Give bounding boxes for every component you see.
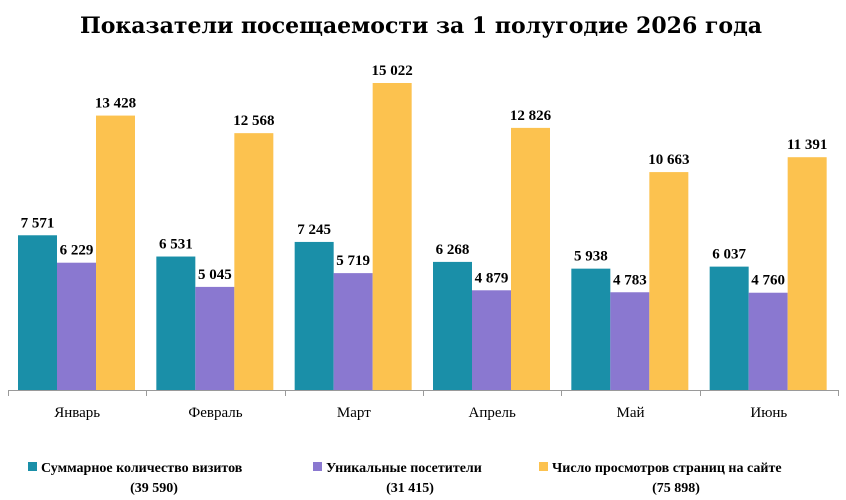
data-label-visits: 7 571 (21, 215, 55, 231)
plot-area: Январь 7 571 6 229 13 428 Февраль 6 531 5 045 1… (8, 63, 839, 421)
legend-entry-unique: Уникальные посетители (31 415) (313, 461, 482, 496)
legend-entry-visits: Суммарное количество визитов (39 590) (28, 461, 243, 496)
data-label-unique: 4 760 (751, 273, 785, 289)
legend-label-visits: Суммарное количество визитов (41, 461, 243, 476)
legend-entry-pageviews: Число просмотров страниц на сайте (75 89… (539, 461, 782, 496)
bar-visits (156, 256, 196, 390)
x-tick-label: Январь (54, 405, 100, 421)
legend-total-unique: (31 415) (386, 481, 434, 496)
bar-pageviews (649, 172, 689, 390)
x-tick-label: Февраль (188, 405, 242, 421)
data-label-visits: 6 037 (712, 247, 746, 263)
chart-title: Показатели посещаемости за 1 полугодие 2… (80, 13, 762, 39)
bar-pageviews (511, 127, 550, 391)
legend-total-pageviews: (75 898) (652, 481, 700, 496)
data-label-pageviews: 11 391 (787, 137, 827, 153)
bar-unique (195, 286, 235, 390)
data-label-pageviews: 10 663 (648, 152, 689, 168)
bar-visits (294, 241, 334, 390)
data-label-pageviews: 13 428 (95, 96, 136, 112)
bar-pageviews (372, 83, 412, 390)
legend-label-pageviews: Число просмотров страниц на сайте (552, 461, 782, 476)
bar-visits (709, 266, 749, 390)
data-label-unique: 5 045 (198, 267, 232, 283)
legend-swatch-pageviews (539, 462, 548, 471)
data-label-unique: 4 783 (613, 272, 647, 288)
legend-swatch-unique (313, 462, 322, 471)
data-label-visits: 7 245 (297, 222, 331, 238)
x-tick-label: Март (337, 405, 371, 421)
bar-visits (433, 261, 472, 390)
x-tick-label: Май (616, 405, 644, 421)
data-label-pageviews: 12 568 (233, 113, 274, 129)
legend: Суммарное количество визитов (39 590) Ун… (28, 461, 782, 496)
bar-pageviews (787, 157, 827, 390)
bar-unique (472, 290, 511, 390)
x-tick-label: Апрель (468, 405, 516, 421)
bar-unique (57, 262, 96, 390)
data-label-visits: 6 268 (436, 242, 470, 258)
legend-swatch-visits (28, 462, 37, 471)
bar-pageviews (234, 133, 274, 390)
data-label-pageviews: 15 022 (372, 63, 413, 79)
data-label-unique: 6 229 (60, 243, 94, 259)
bar-unique (748, 292, 788, 390)
data-label-visits: 6 531 (159, 237, 193, 253)
legend-label-unique: Уникальные посетители (326, 461, 482, 476)
data-label-pageviews: 12 826 (510, 108, 552, 124)
x-tick-label: Июнь (750, 405, 787, 421)
bar-visits (18, 235, 57, 390)
data-label-unique: 4 879 (475, 270, 509, 286)
data-label-unique: 5 719 (336, 253, 370, 269)
bar-unique (333, 273, 373, 390)
legend-total-visits: (39 590) (130, 481, 178, 496)
bar-pageviews (96, 115, 135, 391)
data-label-visits: 5 938 (574, 249, 608, 265)
bar-visits (571, 268, 611, 390)
bar-unique (610, 292, 650, 390)
